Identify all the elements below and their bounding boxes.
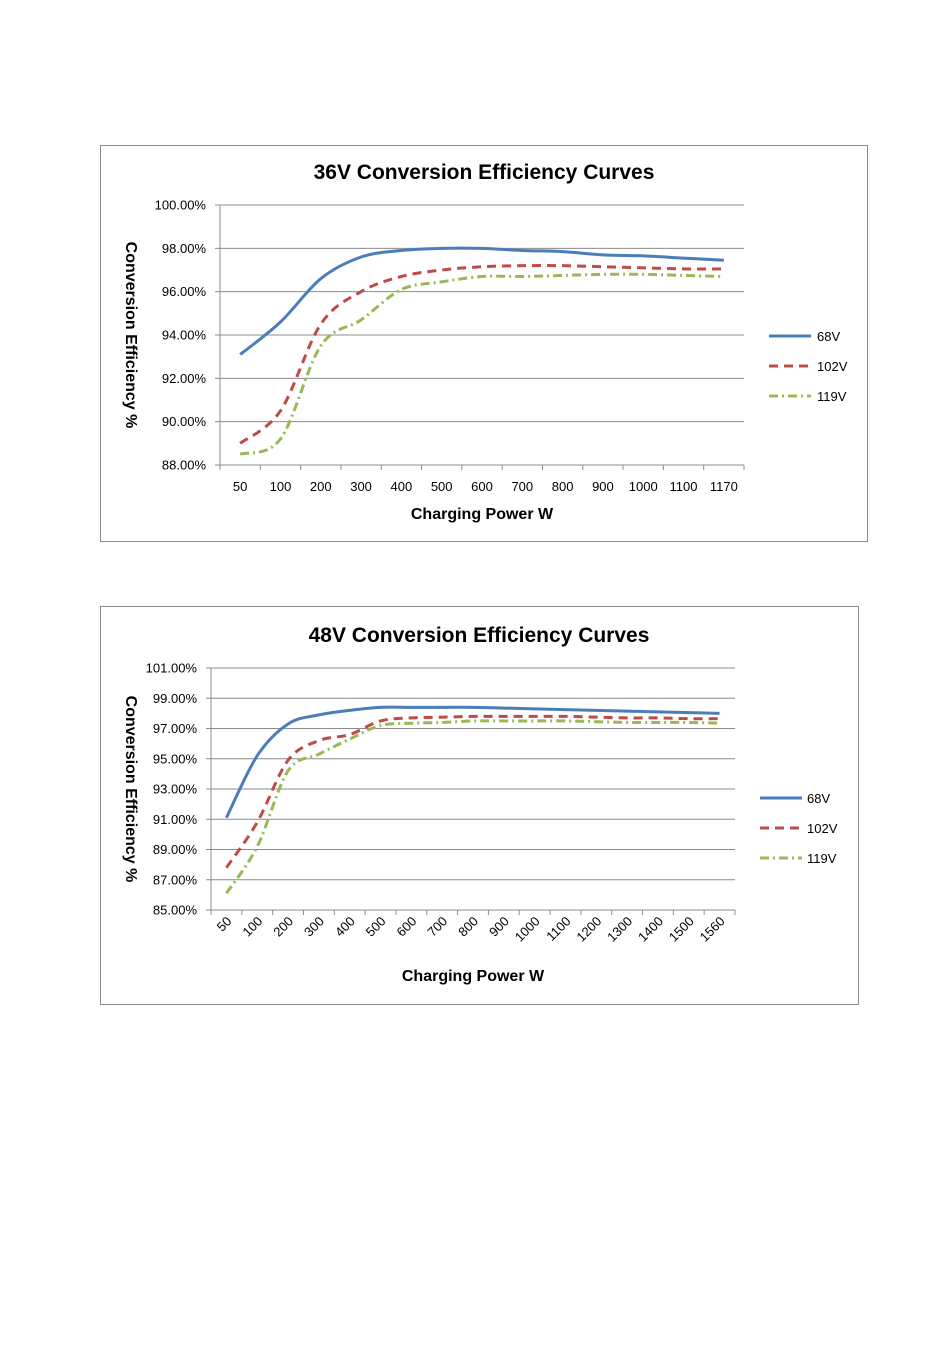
- x-tick-label: 1170: [710, 479, 738, 494]
- x-tick-label: 300: [350, 479, 372, 494]
- y-axis-label: Conversion Efficiency %: [122, 696, 139, 883]
- series-line-102v: [239, 264, 724, 445]
- y-tick-label: 97.00%: [153, 721, 198, 736]
- y-tick-label: 96.00%: [162, 284, 207, 299]
- x-tick-label: 700: [424, 914, 450, 940]
- y-tick-label: 85.00%: [153, 903, 198, 918]
- chart-48v-svg: 85.00% 87.00% 89.00% 91.00% 93.00% 95.00% 97.0…: [122, 624, 838, 985]
- x-tick-label: 300: [301, 914, 327, 940]
- y-axis-label: Conversion Efficiency %: [122, 242, 139, 429]
- series-line-119v: [225, 719, 720, 895]
- legend-label-102v: 102V: [817, 359, 848, 374]
- x-tick-label: 100: [270, 479, 292, 494]
- legend-label-119v: 119V: [807, 851, 837, 866]
- y-tick-label: 99.00%: [153, 691, 198, 706]
- y-tick-label: 88.00%: [162, 458, 207, 473]
- x-tick-label: 100: [239, 914, 265, 940]
- x-tick-label: 400: [332, 914, 358, 940]
- chart-36v: 88.00% 90.00% 92.00% 94.00% 96.00% 98.00% 100.…: [100, 145, 868, 542]
- legend-label-119v: 119V: [817, 389, 847, 404]
- legend-label-102v: 102V: [807, 821, 838, 836]
- chart-48v: 85.00% 87.00% 89.00% 91.00% 93.00% 95.00% 97.0…: [100, 606, 859, 1005]
- x-tick-label: 200: [310, 479, 332, 494]
- y-tick-label: 89.00%: [153, 842, 198, 857]
- series-line-68v: [239, 246, 724, 356]
- x-tick-label: 800: [455, 914, 481, 940]
- series-line-68v: [225, 705, 720, 819]
- x-tick-label: 500: [363, 914, 389, 940]
- x-tick-label: 50: [214, 914, 235, 935]
- x-tick-label: 1400: [635, 914, 666, 945]
- x-tick-label: 1500: [666, 914, 697, 945]
- x-tick-label: 400: [391, 479, 413, 494]
- series-line-119v: [239, 272, 724, 456]
- x-tick-label: 1560: [697, 914, 728, 945]
- x-tick-label: 800: [552, 479, 574, 494]
- y-tick-label: 92.00%: [162, 371, 207, 386]
- x-axis-label: Charging Power W: [402, 968, 545, 985]
- y-tick-label: 94.00%: [162, 328, 207, 343]
- x-tick-label: 900: [592, 479, 614, 494]
- legend-label-68v: 68V: [817, 329, 840, 344]
- y-tick-label: 87.00%: [153, 872, 198, 887]
- x-tick-label: 700: [511, 479, 533, 494]
- x-tick-label: 50: [233, 479, 247, 494]
- x-tick-label: 1100: [543, 914, 573, 944]
- y-tick-label: 93.00%: [153, 782, 198, 797]
- chart-36v-svg: 88.00% 90.00% 92.00% 94.00% 96.00% 98.00% 100.…: [122, 161, 848, 523]
- x-tick-label: 200: [270, 914, 296, 940]
- x-tick-label: 500: [431, 479, 453, 494]
- y-tick-label: 101.00%: [146, 661, 198, 676]
- y-tick-label: 100.00%: [155, 198, 207, 213]
- x-axis-label: Charging Power W: [411, 506, 554, 523]
- chart-title: 36V Conversion Efficiency Curves: [314, 161, 655, 184]
- legend-label-68v: 68V: [807, 791, 830, 806]
- x-tick-label: 900: [486, 914, 512, 940]
- x-tick-label: 600: [471, 479, 493, 494]
- y-tick-label: 95.00%: [153, 751, 198, 766]
- x-tick-label: 600: [394, 914, 420, 940]
- y-tick-label: 98.00%: [162, 241, 207, 256]
- x-tick-label: 1200: [573, 914, 604, 945]
- series-line-102v: [225, 714, 720, 869]
- y-tick-label: 91.00%: [153, 812, 198, 827]
- x-tick-label: 1000: [512, 914, 543, 945]
- x-tick-label: 1100: [670, 479, 698, 494]
- y-tick-label: 90.00%: [162, 414, 207, 429]
- x-tick-label: 1000: [629, 479, 658, 494]
- chart-title: 48V Conversion Efficiency Curves: [309, 624, 650, 647]
- x-tick-label: 1300: [604, 914, 635, 945]
